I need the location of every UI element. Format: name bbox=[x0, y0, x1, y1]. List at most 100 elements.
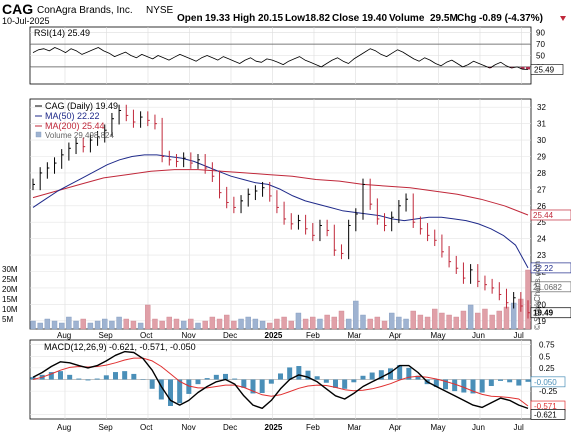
macd-tick-label: -0.25 bbox=[539, 387, 558, 396]
volume-bar bbox=[109, 320, 115, 330]
volume-bar bbox=[80, 318, 86, 330]
macd-value-tag-label: -0.571 bbox=[534, 402, 557, 411]
month-label: Mar bbox=[348, 423, 362, 432]
macd-histogram-bar bbox=[461, 379, 467, 393]
macd-histogram-bar bbox=[388, 368, 393, 380]
macd-histogram-bar bbox=[296, 366, 302, 380]
volume-bar bbox=[145, 304, 151, 330]
macd-histogram-bar bbox=[323, 379, 329, 383]
macd-histogram-bar bbox=[443, 379, 448, 390]
macd-value-tag-label: -0.050 bbox=[534, 378, 557, 387]
volume-bar bbox=[202, 320, 208, 330]
macd-tick-label: 0.25 bbox=[539, 364, 555, 373]
macd-histogram-bar bbox=[204, 378, 210, 380]
macd-histogram-bar bbox=[314, 376, 320, 380]
volume-bar bbox=[180, 320, 187, 330]
watermark: © StockCharts.com bbox=[533, 261, 542, 330]
volume-bar bbox=[223, 314, 230, 330]
price-tick-label: 31 bbox=[537, 120, 546, 129]
month-label: Dec bbox=[223, 331, 237, 340]
ma200-legend: MA(200) 25.44 bbox=[45, 121, 105, 131]
macd-value-tag bbox=[530, 409, 566, 420]
volume-bar bbox=[460, 310, 467, 330]
macd-histogram-bar bbox=[479, 379, 485, 393]
macd-histogram-bar bbox=[131, 373, 137, 380]
volume-bar bbox=[130, 320, 137, 330]
volume-legend-swatch bbox=[35, 131, 42, 138]
rsi-value-tag bbox=[530, 64, 564, 75]
volume-bar bbox=[94, 320, 101, 330]
volume-bar bbox=[238, 318, 244, 330]
macd-histogram-bar bbox=[232, 378, 238, 380]
macd-histogram-bar bbox=[333, 379, 338, 388]
down-arrow-icon bbox=[560, 16, 566, 21]
price-panel bbox=[29, 98, 532, 330]
macd-histogram-bar bbox=[58, 371, 63, 380]
macd-histogram-bar bbox=[351, 379, 357, 383]
volume-bar bbox=[116, 316, 122, 330]
macd-histogram-bar bbox=[406, 367, 412, 380]
rsi-value-tag-label: 25.49 bbox=[534, 65, 555, 74]
price-value-tag bbox=[530, 209, 571, 221]
low-value: 18.82 bbox=[305, 13, 330, 24]
macd-histogram-bar bbox=[360, 375, 366, 380]
volume-bar bbox=[353, 300, 359, 330]
volume-bar bbox=[87, 322, 94, 330]
volume-bar bbox=[475, 312, 481, 330]
chg-label: Chg bbox=[457, 13, 476, 24]
volume-bar bbox=[44, 318, 51, 330]
macd-histogram-bar bbox=[525, 379, 531, 382]
chg-value: -0.89 (-4.37%) bbox=[479, 13, 543, 24]
macd-histogram-bar bbox=[158, 379, 164, 400]
month-label: Oct bbox=[140, 423, 153, 432]
volume-bar bbox=[245, 316, 251, 330]
volume-bar bbox=[302, 318, 309, 330]
macd-histogram-bar bbox=[241, 379, 247, 388]
volume-bar bbox=[288, 320, 294, 330]
open-value: 19.33 bbox=[205, 13, 230, 24]
volume-bar bbox=[274, 318, 280, 330]
price-tick-label: 20 bbox=[537, 300, 546, 309]
macd-histogram-bar bbox=[278, 373, 283, 380]
month-label: Apr bbox=[389, 423, 402, 432]
volume-tick-label: 25M bbox=[2, 275, 18, 284]
volume-bar bbox=[525, 269, 531, 330]
exchange: NYSE bbox=[146, 5, 174, 16]
month-label: Jun bbox=[472, 423, 485, 432]
month-label: 2025 bbox=[265, 423, 283, 432]
month-label: Aug bbox=[57, 331, 71, 340]
rsi-tick-label: 70 bbox=[536, 40, 545, 49]
volume-bar bbox=[439, 312, 445, 330]
macd-histogram-bar bbox=[48, 372, 54, 380]
macd-histogram-bar bbox=[488, 379, 494, 387]
ma50-line bbox=[32, 154, 529, 269]
volume-tick-label: 30M bbox=[2, 265, 18, 274]
volume-bar bbox=[123, 318, 129, 330]
volume-bar bbox=[259, 320, 266, 330]
macd-histogram-bar bbox=[397, 365, 403, 380]
volume-bar bbox=[360, 314, 366, 330]
volume-bar bbox=[137, 322, 144, 330]
volume-bar bbox=[159, 320, 165, 330]
volume-bar bbox=[152, 318, 158, 330]
macd-histogram-bar bbox=[168, 379, 173, 406]
volume-bar bbox=[58, 322, 65, 330]
month-label: Dec bbox=[223, 423, 237, 432]
volume-bar bbox=[432, 308, 438, 330]
macd-histogram-bar bbox=[177, 379, 183, 404]
volume-bar bbox=[66, 316, 72, 330]
macd-histogram-bar bbox=[268, 379, 274, 384]
macd-histogram-bar bbox=[498, 379, 503, 381]
volume-bar bbox=[396, 316, 402, 330]
price-tick-label: 32 bbox=[537, 103, 546, 112]
macd-histogram-bar bbox=[149, 379, 155, 389]
volume-bar bbox=[73, 320, 79, 330]
macd-histogram-bar bbox=[113, 372, 118, 380]
month-label: May bbox=[431, 423, 446, 432]
volume-bar bbox=[467, 304, 474, 330]
low-label: Low bbox=[285, 13, 305, 24]
macd-signal-line bbox=[32, 357, 529, 407]
month-label: Apr bbox=[389, 331, 402, 340]
ma50-legend: MA(50) 22.22 bbox=[45, 111, 100, 121]
